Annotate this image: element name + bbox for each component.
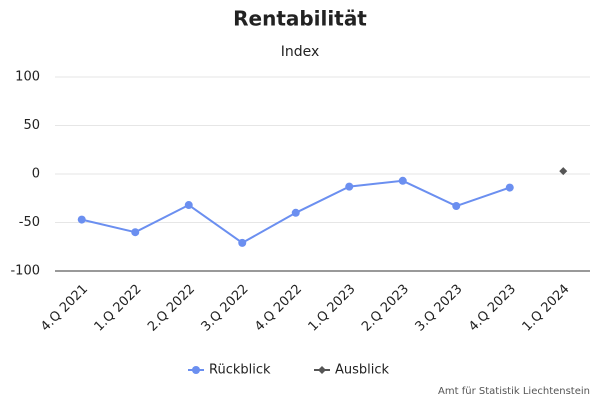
chart-title: Rentabilität xyxy=(233,7,367,31)
x-tick-label: 4.Q 2023 xyxy=(466,282,519,335)
marker xyxy=(398,176,407,185)
legend-label: Ausblick xyxy=(335,363,390,378)
legend-label: Rückblick xyxy=(209,363,271,378)
y-tick-label: -50 xyxy=(19,215,40,230)
marker xyxy=(452,202,461,211)
x-tick-label: 4.Q 2021 xyxy=(38,282,91,335)
chart-subtitle: Index xyxy=(281,44,320,60)
x-tick-label: 3.Q 2022 xyxy=(199,282,252,335)
marker xyxy=(291,208,300,217)
marker xyxy=(559,167,568,176)
y-tick-label: -100 xyxy=(10,264,40,279)
marker xyxy=(345,182,354,191)
marker xyxy=(77,215,86,224)
marker xyxy=(505,183,514,192)
x-tick-label: 1.Q 2024 xyxy=(520,282,573,335)
marker xyxy=(131,228,140,237)
series xyxy=(77,176,514,247)
x-tick-label: 1.Q 2022 xyxy=(92,282,145,335)
y-tick-label: 50 xyxy=(23,118,40,133)
x-tick-label: 1.Q 2023 xyxy=(306,282,359,335)
x-tick-label: 2.Q 2023 xyxy=(359,282,412,335)
x-tick-label: 3.Q 2023 xyxy=(413,282,466,335)
marker xyxy=(184,201,193,210)
credits: Amt für Statistik Liechtenstein xyxy=(438,386,590,397)
legend-marker xyxy=(318,366,326,374)
series xyxy=(559,167,568,176)
y-tick-label: 100 xyxy=(15,70,40,85)
y-tick-label: 0 xyxy=(32,167,40,182)
marker xyxy=(238,238,247,247)
x-tick-label: 4.Q 2022 xyxy=(252,282,305,335)
legend-marker xyxy=(192,366,200,374)
x-tick-label: 2.Q 2022 xyxy=(145,282,198,335)
